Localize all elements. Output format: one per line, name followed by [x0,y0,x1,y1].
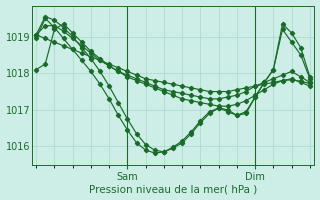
X-axis label: Pression niveau de la mer( hPa ): Pression niveau de la mer( hPa ) [89,184,257,194]
